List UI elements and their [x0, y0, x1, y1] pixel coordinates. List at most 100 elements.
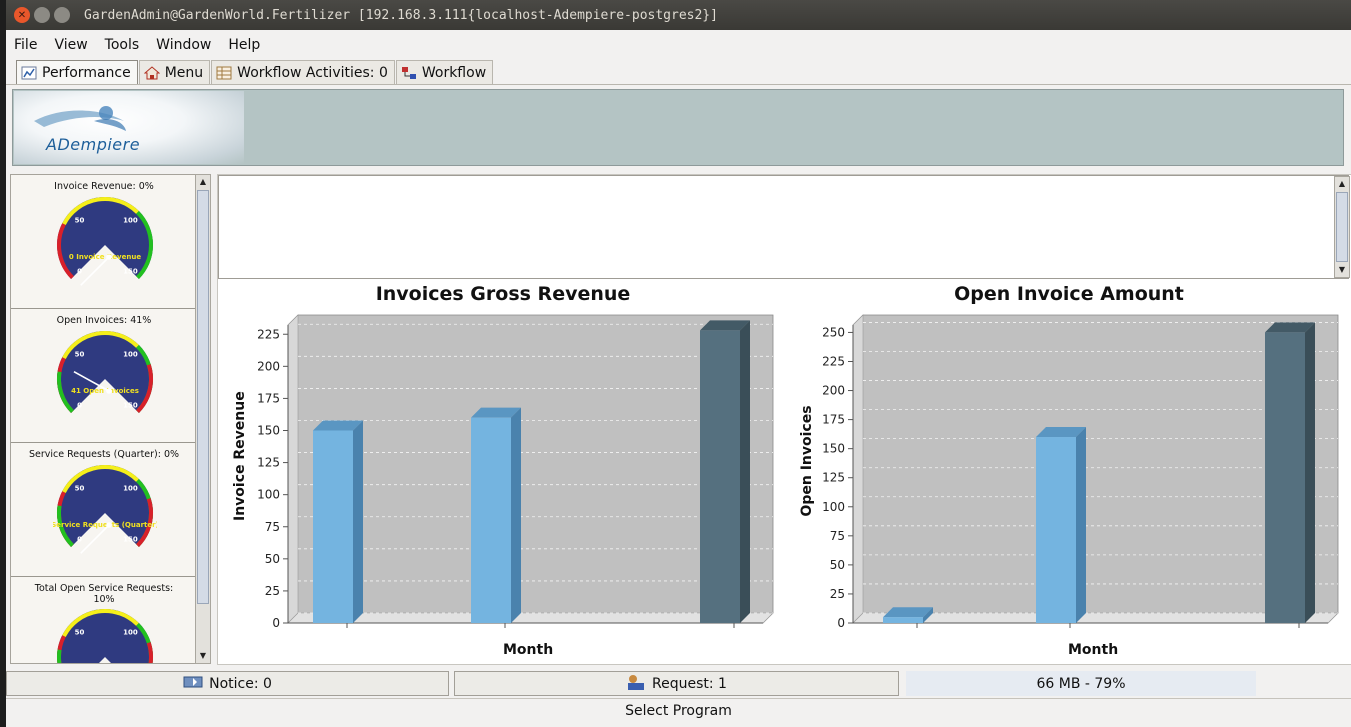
gauge-band-red [136, 364, 153, 413]
gauge-hub [106, 522, 112, 528]
gauge-band-yellow [62, 331, 139, 360]
scrollbar-thumb[interactable] [197, 190, 209, 604]
scroll-up-arrow-icon[interactable]: ▲ [199, 177, 207, 186]
gauge-tick-label: 0 [77, 267, 82, 275]
tab-workflow[interactable]: Workflow [395, 60, 494, 84]
tab-label: Workflow Activities: 0 [237, 64, 388, 81]
gauge-tick-label: 150 [123, 401, 138, 409]
gauge-needle [73, 371, 110, 392]
close-window-button[interactable]: ✕ [14, 7, 30, 23]
gauge-tick-label: 150 [123, 535, 138, 543]
gauge-hub [106, 388, 112, 394]
goal-description-area[interactable] [218, 175, 1349, 279]
y-tick-label: 225 [822, 354, 845, 368]
gauge-tick-label: 50 [75, 485, 85, 493]
gauge-tick-label: 50 [75, 351, 85, 359]
scrollbar-thumb[interactable] [1336, 192, 1348, 262]
status-line: Select Program [6, 698, 1351, 722]
menu-view[interactable]: View [54, 36, 88, 53]
window-title: GardenAdmin@GardenWorld.Fertilizer [192.… [84, 7, 718, 23]
maximize-window-button[interactable] [54, 7, 70, 23]
gauge-tick-label: 150 [123, 267, 138, 275]
request-button[interactable]: Request: 1 [454, 671, 899, 696]
gauge-service-requests-quarter: Service Requests (Quarter): 0% 0 50 100 150… [11, 443, 197, 577]
description-scrollbar[interactable]: ▲ ▼ [1334, 176, 1350, 278]
y-tick-label: 175 [822, 413, 845, 427]
bar-side [1305, 322, 1315, 623]
gauge-dial: 0 50 100 150 Service Requests (Quarter) [53, 465, 157, 554]
app-window: ✕ GardenAdmin@GardenWorld.Fertilizer [19… [6, 0, 1351, 727]
gauge-title: Open Invoices: 41% [56, 315, 152, 326]
bar-top [1265, 322, 1315, 333]
logo-text: ADempiere [46, 135, 141, 154]
gauges-scrollbar[interactable]: ▲ ▼ [195, 174, 211, 664]
y-tick-label: 0 [837, 616, 845, 630]
menu-window[interactable]: Window [156, 36, 212, 53]
gauge-band-green [136, 211, 153, 279]
y-tick-label: 250 [822, 325, 845, 339]
gauge-tick-label: 100 [123, 351, 138, 359]
x-tick-label: 2003-11 [1274, 634, 1324, 635]
y-tick-label: 100 [822, 500, 845, 514]
gauge-hub [106, 254, 112, 260]
gauge-band-yellow [62, 465, 139, 494]
bar-side [1076, 427, 1086, 623]
scroll-up-arrow-icon[interactable]: ▲ [1338, 179, 1346, 188]
x-tick-label: 2003-11 [709, 634, 759, 635]
bar-top [700, 320, 750, 331]
bar [1265, 332, 1305, 623]
menu-tools[interactable]: Tools [104, 36, 140, 53]
y-tick-label: 150 [257, 424, 280, 438]
status-row: Notice: 0 Request: 1 66 MB - 79% [6, 669, 1351, 697]
scroll-down-arrow-icon[interactable]: ▼ [199, 651, 207, 660]
bar-side [353, 420, 363, 623]
gauge-invoice-revenue: Invoice Revenue: 0% 0 50 100 150 0 Invoice R… [11, 175, 197, 309]
menu-help[interactable]: Help [228, 36, 261, 53]
bar-side [923, 607, 933, 623]
tab-menu[interactable]: Menu [138, 60, 211, 84]
y-tick-label: 100 [257, 488, 280, 502]
gauge-total-open-service-requests: Total Open Service Requests: 10% 0501001… [11, 577, 197, 663]
memory-indicator[interactable]: 66 MB - 79% [906, 671, 1256, 696]
gauge-band-yellow [62, 197, 139, 226]
table-icon [216, 66, 232, 80]
gauge-center-text: 0 Invoice Revenue [69, 253, 141, 261]
gauge-needle [80, 256, 110, 286]
y-tick-label: 50 [830, 558, 845, 572]
y-tick-label: 125 [822, 471, 845, 485]
gauge-dial: 0 50 100 150 41 Open Invoices [57, 331, 153, 413]
chart-title: Open Invoice Amount [954, 283, 1184, 305]
tab-workflow-activities[interactable]: Workflow Activities: 0 [211, 60, 395, 84]
gauge-title: Total Open Service Requests: 10% [34, 583, 174, 605]
adempiere-logo: ADempiere [14, 91, 244, 164]
chart-title: Invoices Gross Revenue [375, 283, 631, 305]
bar [700, 330, 740, 623]
bar [313, 430, 353, 623]
gauge-tick-label: 100 [123, 485, 138, 493]
bar-side [511, 407, 521, 623]
gauge-tick-label: 0 [77, 401, 82, 409]
notice-button[interactable]: Notice: 0 [6, 671, 449, 696]
request-label: Request: 1 [652, 675, 727, 692]
tab-performance[interactable]: Performance [16, 60, 138, 84]
bar [471, 417, 511, 623]
menu-file[interactable]: File [14, 36, 38, 53]
gauge-tick-label: 0 [77, 535, 82, 543]
tab-label: Workflow [421, 64, 487, 81]
gauge-tick-label: 50 [75, 217, 85, 225]
plot-side-wall [287, 314, 299, 624]
y-tick-label: 75 [830, 529, 845, 543]
minimize-window-button[interactable] [34, 7, 50, 23]
gauge-band-green [57, 505, 74, 547]
x-axis-label: Month [503, 642, 554, 658]
gauge-tick-label: 50 [75, 629, 85, 637]
gauge-band-red [57, 635, 66, 663]
scroll-down-arrow-icon[interactable]: ▼ [1338, 265, 1346, 274]
gauge-center-text: 41 Open Invoices [71, 387, 139, 395]
x-axis-label: Month [1068, 642, 1119, 658]
